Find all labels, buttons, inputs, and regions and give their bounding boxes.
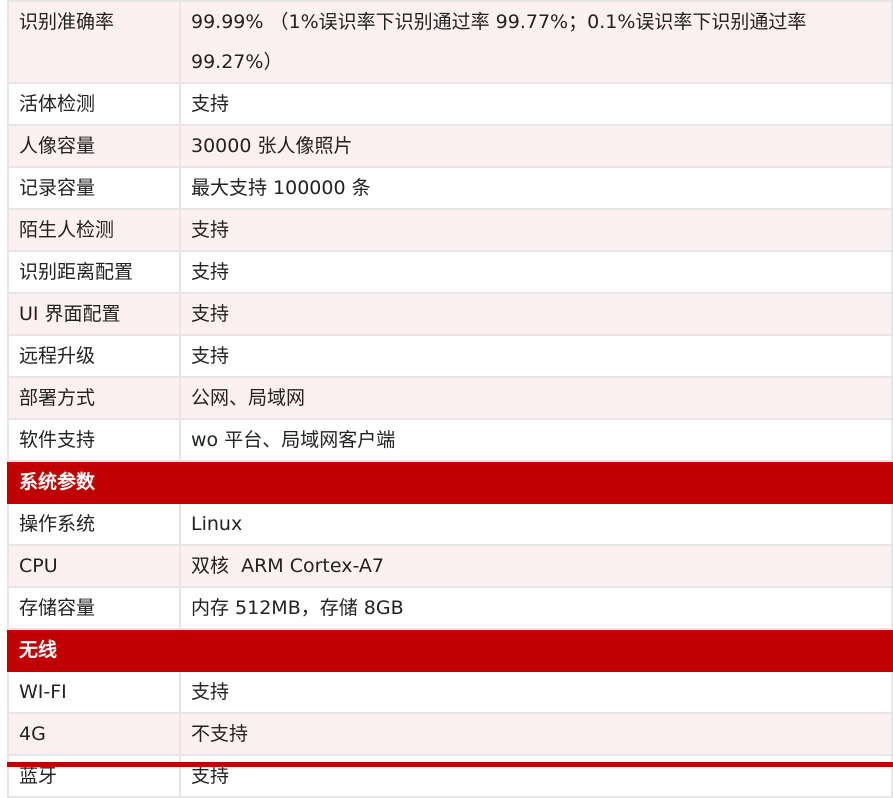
spec-value: 支持 bbox=[179, 292, 893, 336]
spec-value: Linux bbox=[179, 502, 893, 546]
spec-value: wo 平台、局域网客户端 bbox=[179, 418, 893, 462]
spec-value: 支持 bbox=[179, 82, 893, 126]
section-title: 无线 bbox=[7, 628, 893, 672]
table-row: 识别距离配置 支持 bbox=[7, 250, 893, 294]
spec-value: 30000 张人像照片 bbox=[179, 124, 893, 168]
table-row: 识别准确率 99.99% （1%误识率下识别通过率 99.77%；0.1%误识率下… bbox=[7, 0, 893, 84]
section-title: 系统参数 bbox=[7, 460, 893, 504]
table-row: 活体检测 支持 bbox=[7, 82, 893, 126]
spec-key: 存储容量 bbox=[7, 586, 181, 630]
table-row: 远程升级 支持 bbox=[7, 334, 893, 378]
table-row: 4G 不支持 bbox=[7, 712, 893, 756]
spec-key: 软件支持 bbox=[7, 418, 181, 462]
table-row: WI-FI 支持 bbox=[7, 670, 893, 714]
table-row: UI 界面配置 支持 bbox=[7, 292, 893, 336]
section-header-wireless: 无线 bbox=[7, 628, 893, 672]
table-row: 记录容量 最大支持 100000 条 bbox=[7, 166, 893, 210]
table-row: 操作系统 Linux bbox=[7, 502, 893, 546]
table-row: 存储容量 内存 512MB，存储 8GB bbox=[7, 586, 893, 630]
spec-value: 内存 512MB，存储 8GB bbox=[179, 586, 893, 630]
table-row: 陌生人检测 支持 bbox=[7, 208, 893, 252]
spec-key: WI-FI bbox=[7, 670, 181, 714]
table-row: 部署方式 公网、局域网 bbox=[7, 376, 893, 420]
spec-value: 双核 ARM Cortex-A7 bbox=[179, 544, 893, 588]
spec-key: UI 界面配置 bbox=[7, 292, 181, 336]
spec-value: 支持 bbox=[179, 334, 893, 378]
next-section-header-edge bbox=[7, 762, 893, 767]
spec-key: 活体检测 bbox=[7, 82, 181, 126]
spec-key: 记录容量 bbox=[7, 166, 181, 210]
spec-value: 支持 bbox=[179, 208, 893, 252]
spec-value: 99.99% （1%误识率下识别通过率 99.77%；0.1%误识率下识别通过率… bbox=[179, 0, 893, 84]
spec-value: 公网、局域网 bbox=[179, 376, 893, 420]
spec-value: 支持 bbox=[179, 250, 893, 294]
spec-value: 支持 bbox=[179, 670, 893, 714]
table-row: 软件支持 wo 平台、局域网客户端 bbox=[7, 418, 893, 462]
spec-key: 部署方式 bbox=[7, 376, 181, 420]
spec-key: 4G bbox=[7, 712, 181, 756]
spec-key: 识别距离配置 bbox=[7, 250, 181, 294]
spec-value: 不支持 bbox=[179, 712, 893, 756]
spec-key: 远程升级 bbox=[7, 334, 181, 378]
spec-key: 陌生人检测 bbox=[7, 208, 181, 252]
table-row: 人像容量 30000 张人像照片 bbox=[7, 124, 893, 168]
section-header-system: 系统参数 bbox=[7, 460, 893, 504]
spec-key: 识别准确率 bbox=[7, 0, 181, 84]
table-row: CPU 双核 ARM Cortex-A7 bbox=[7, 544, 893, 588]
spec-key: 人像容量 bbox=[7, 124, 181, 168]
spec-table: 识别准确率 99.99% （1%误识率下识别通过率 99.77%；0.1%误识率下… bbox=[7, 0, 893, 798]
spec-value: 最大支持 100000 条 bbox=[179, 166, 893, 210]
spec-key: 操作系统 bbox=[7, 502, 181, 546]
spec-key: CPU bbox=[7, 544, 181, 588]
